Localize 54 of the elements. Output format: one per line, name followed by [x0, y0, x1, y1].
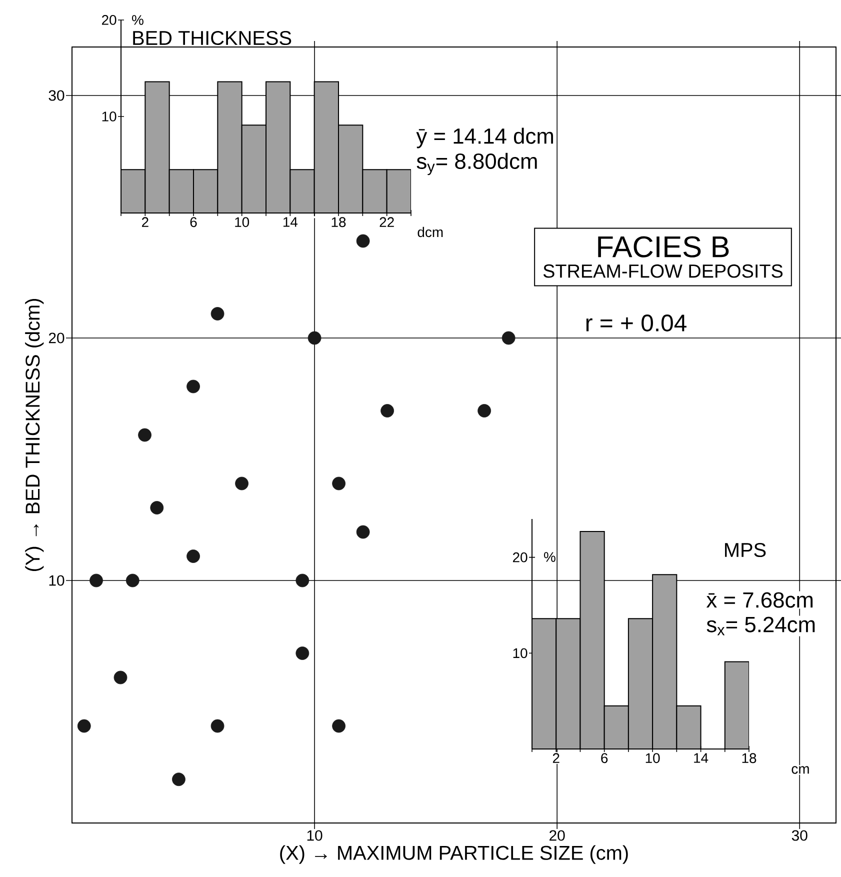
- x-tick-label: 10: [235, 217, 250, 228]
- x-tick-label: 18: [742, 753, 756, 764]
- y-tick-label: 20: [48, 332, 64, 344]
- annotation: ȳ = 14.14 dcm: [416, 128, 554, 148]
- x-axis-title: dcm: [418, 226, 443, 238]
- point: [332, 476, 346, 490]
- point: [380, 404, 394, 418]
- y-axis-title: %: [132, 15, 144, 25]
- point: [478, 404, 492, 418]
- x-tick-label: 10: [307, 830, 322, 841]
- text: MPS: [725, 542, 766, 558]
- x-tick-label: 14: [283, 217, 298, 227]
- point: [356, 234, 370, 248]
- x-tick-label: 20: [550, 830, 565, 841]
- text: FACIES B: [598, 236, 729, 258]
- y-axis-title: %: [544, 552, 556, 562]
- point: [210, 719, 224, 733]
- point: [332, 719, 346, 733]
- x-tick-label: 6: [190, 217, 197, 228]
- point: [150, 501, 164, 514]
- point: [172, 772, 186, 786]
- point: [296, 574, 310, 588]
- chart-title: BED THICKNESS: [133, 30, 292, 46]
- annotation: r = + 0.04: [586, 314, 686, 332]
- point: [356, 525, 370, 539]
- point: [77, 719, 91, 733]
- point: [502, 331, 516, 345]
- y-tick-label: 30: [48, 90, 64, 101]
- point: [90, 574, 103, 588]
- x-tick-label: 2: [142, 217, 148, 227]
- annotation: s$_{y}$= 8.80dcm: [416, 152, 537, 176]
- point: [235, 476, 248, 490]
- x-tick-label: 30: [792, 830, 808, 841]
- x-tick-label: 6: [601, 753, 608, 764]
- point: [114, 670, 128, 684]
- annotation: x̄ = 7.68cm: [706, 592, 813, 608]
- x-tick-label: 18: [332, 217, 346, 228]
- annotation: s$_{x}$= 5.24cm: [706, 616, 815, 636]
- point: [296, 646, 310, 660]
- point: [210, 307, 224, 320]
- point: [138, 428, 152, 442]
- x-axis-title: cm: [792, 766, 809, 774]
- point: [308, 331, 322, 345]
- x-axis-title: (X) → MAXIMUM PARTICLE SIZE (cm): [280, 845, 628, 864]
- point: [186, 550, 200, 563]
- y-tick-label: 10: [49, 575, 64, 586]
- point: [126, 574, 140, 588]
- x-tick-label: 14: [694, 753, 708, 763]
- x-tick-label: 10: [646, 753, 660, 764]
- point: [186, 380, 200, 394]
- y-axis-title: (Y) → BED THICKNESS (dcm): [25, 298, 44, 572]
- x-tick-label: 22: [380, 217, 394, 227]
- x-tick-label: 2: [552, 753, 560, 763]
- text: STREAM-FLOW DEPOSITS: [543, 264, 783, 278]
